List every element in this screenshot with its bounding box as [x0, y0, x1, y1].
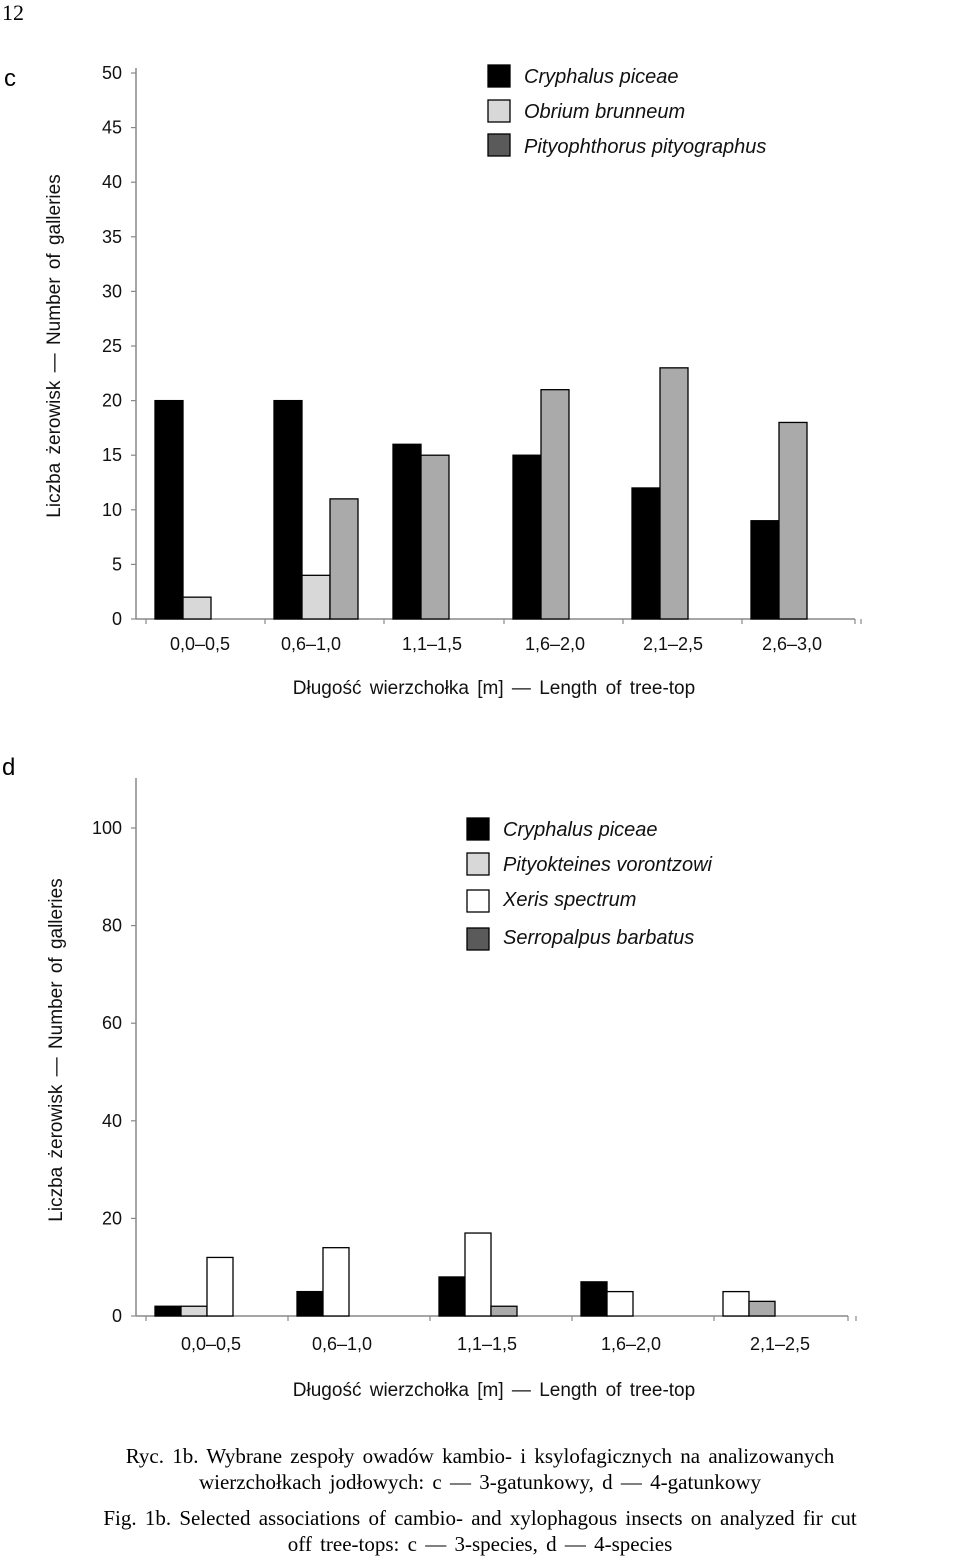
panel-c-y-tick-label: 5	[112, 554, 122, 574]
panel-d-legend-swatch	[466, 927, 490, 951]
panel-c-bar	[512, 454, 542, 620]
panel-d-x-category-label: 0,0–0,5	[181, 1334, 241, 1354]
panel-c-legend-swatch	[487, 99, 511, 123]
panel-c-y-axis-title: Liczba żerowisk — Number of galleries	[44, 174, 65, 517]
panel-d-bar	[180, 1305, 208, 1317]
panel-d-legend-label: Pityokteines vorontzowi	[503, 854, 713, 876]
panel-c-x-category-label: 1,1–1,5	[402, 634, 462, 654]
panel-c-bar	[540, 389, 570, 620]
panel-d-legend-label: Cryphalus piceae	[503, 819, 658, 841]
page-number: 12	[2, 0, 24, 25]
panel-d-legend-label: Xeris spectrum	[502, 889, 636, 911]
panel-d-y-tick-label: 60	[102, 1013, 122, 1033]
panel-c-y-tick-label: 0	[112, 609, 122, 629]
panel-c-x-axis-title: Długość wierzchołka [m] — Length of tree…	[293, 678, 695, 699]
panel-d-y-tick-label: 100	[92, 818, 122, 838]
panel-d-bar	[438, 1276, 466, 1317]
caption-polish-line-2: wierzchołkach jodłowych: c — 3-gatunkowy…	[198, 1470, 761, 1494]
panel-d-y-axis-title: Liczba żerowisk — Number of galleries	[46, 878, 67, 1221]
panel-d-bar	[464, 1232, 492, 1317]
panel-d-bar	[490, 1305, 518, 1317]
panel-d-y-tick-label: 0	[112, 1306, 122, 1326]
caption-english-line-2: off tree-tops: c — 3-species, d — 4-spec…	[287, 1532, 673, 1556]
panel-c-x-category-label: 0,0–0,5	[170, 634, 230, 654]
panel-d-label: d	[2, 754, 15, 781]
panel-c-legend-label: Cryphalus piceae	[524, 66, 679, 88]
panel-c-bar	[329, 498, 359, 620]
panel-c-bar	[154, 399, 184, 620]
panel-d-x-category-label: 1,1–1,5	[457, 1334, 517, 1354]
panel-d-bar	[206, 1256, 234, 1317]
panel-c-x-category-label: 0,6–1,0	[281, 634, 341, 654]
panel-c-y-tick-label: 20	[102, 391, 122, 411]
panel-d-x-category-label: 1,6–2,0	[601, 1334, 661, 1354]
panel-d-bar	[748, 1300, 776, 1317]
panel-d-legend-swatch	[466, 817, 490, 841]
panel-d-bar	[296, 1290, 324, 1317]
panel-d-x-category-label: 2,1–2,5	[750, 1334, 810, 1354]
panel-d-x-category-label: 0,6–1,0	[312, 1334, 372, 1354]
panel-c-y-tick-label: 40	[102, 172, 122, 192]
panel-c-bar	[301, 574, 331, 620]
panel-d-bar	[154, 1305, 182, 1317]
panel-c-y-tick-label: 45	[102, 118, 122, 138]
panel-c-x-category-label: 1,6–2,0	[525, 634, 585, 654]
panel-c-y-tick-label: 35	[102, 227, 122, 247]
panel-c-x-category-label: 2,6–3,0	[762, 634, 822, 654]
panel-c-y-tick-label: 30	[102, 281, 122, 301]
panel-c-x-category-label: 2,1–2,5	[643, 634, 703, 654]
panel-c-y-tick-label: 15	[102, 445, 122, 465]
panel-c-legend-label: Obrium brunneum	[524, 101, 685, 123]
panel-c-y-tick-label: 50	[102, 63, 122, 83]
panel-c-bar	[778, 421, 808, 620]
panel-d-x-axis-title: Długość wierzchołka [m] — Length of tree…	[293, 1380, 695, 1401]
panel-d-bar	[580, 1281, 608, 1317]
panel-d-bar	[722, 1290, 750, 1317]
panel-c-bar	[420, 454, 450, 620]
panel-d-legend-swatch	[466, 852, 490, 876]
panel-c-bar	[750, 520, 780, 620]
panel-d-y-tick-label: 20	[102, 1208, 122, 1228]
panel-c-bar	[392, 443, 422, 620]
panel-c-bar	[273, 399, 303, 620]
caption-english-line-1: Fig. 1b. Selected associations of cambio…	[103, 1506, 857, 1530]
panel-d-legend-label: Serropalpus barbatus	[503, 927, 694, 949]
panel-c-legend-label: Pityophthorus pityographus	[524, 136, 766, 158]
panel-d-bar	[322, 1247, 350, 1317]
panel-c-bar	[182, 596, 212, 620]
panel-c-bar	[659, 367, 689, 620]
panel-d-y-tick-label: 80	[102, 916, 122, 936]
panel-c-y-tick-label: 25	[102, 336, 122, 356]
panel-c-label: c	[4, 65, 16, 92]
panel-c-legend-swatch	[487, 133, 511, 157]
panel-d-y-tick-label: 40	[102, 1111, 122, 1131]
figure-canvas: c 0 5 10 15 20 25 30 35 40 45 50 0,0–0,5 0,6–1,0 1,1–1…	[2, 63, 862, 1401]
panel-c-legend-swatch	[487, 64, 511, 88]
panel-d-legend-swatch	[466, 889, 490, 913]
panel-c-bar	[631, 487, 661, 620]
caption-polish-line-1: Ryc. 1b. Wybrane zespoły owadów kambio- …	[125, 1444, 835, 1468]
panel-d-bar	[606, 1290, 634, 1317]
panel-c-y-tick-label: 10	[102, 500, 122, 520]
